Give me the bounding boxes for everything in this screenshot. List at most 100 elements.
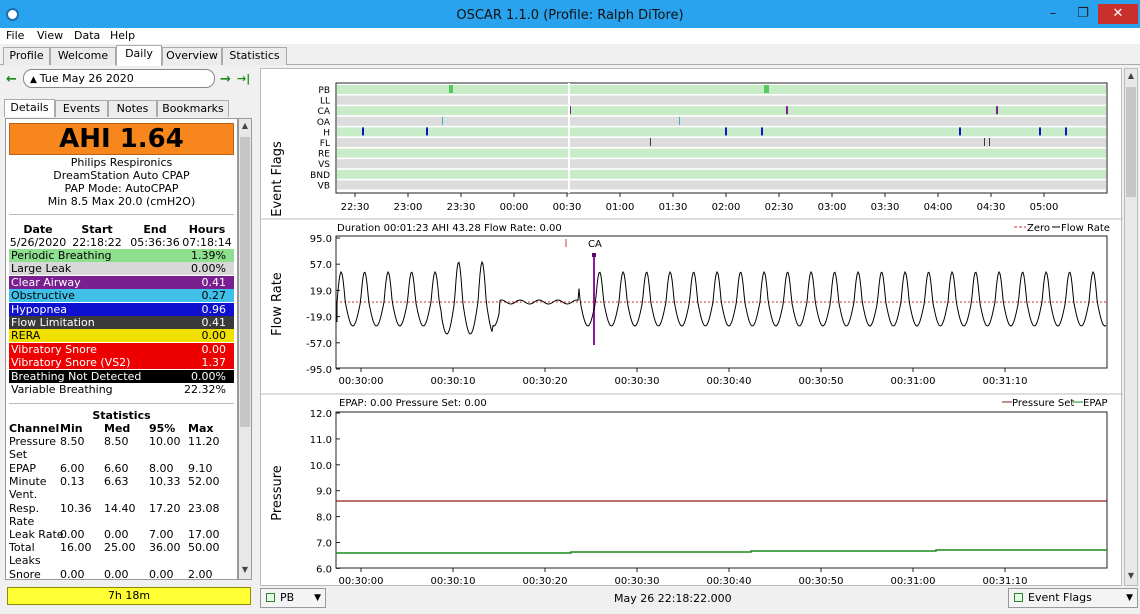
- divider: [9, 214, 234, 215]
- prev-day-arrow-icon[interactable]: ←: [6, 72, 17, 87]
- event-flag-row: [337, 159, 1106, 169]
- close-button[interactable]: ✕: [1098, 4, 1138, 24]
- stat-channel-label: Snore: [9, 568, 41, 580]
- flow-rate-time-axis: 00:30:00 00:30:10 00:30:20 00:30:30 00:30:40…: [339, 368, 1027, 387]
- event-row: Vibratory Snore (VS2) 1.37: [9, 356, 234, 370]
- stat-value: 17.20: [149, 501, 181, 515]
- legend-pressure-set: Pressure Set: [1012, 398, 1074, 409]
- ca-event-marker-head: [592, 253, 596, 257]
- y-tick-label: 7.0: [316, 539, 332, 550]
- time-tick-label: 00:30:30: [615, 576, 660, 587]
- event-row: Hypopnea 0.96: [9, 302, 234, 316]
- event-value: 0.27: [201, 289, 227, 303]
- tab-details[interactable]: Details: [4, 99, 55, 117]
- event-flag-label: VS: [318, 160, 330, 170]
- details-scrollbar[interactable]: ▲ ▼: [238, 118, 252, 580]
- pressure-graph[interactable]: Pressure EPAP: 0.00 Pressure Set: 0.00 P…: [270, 398, 1108, 587]
- event-name: Large Leak: [11, 262, 72, 276]
- time-tick-label: 02:00: [712, 202, 741, 213]
- event-flag-mark: [984, 138, 985, 146]
- stat-value: 10.36: [60, 501, 92, 515]
- time-tick-label: 01:00: [606, 202, 635, 213]
- session-date: 5/26/2020: [9, 236, 67, 249]
- event-flags-ylabel: Event Flags: [270, 141, 285, 217]
- time-tick-label: 00:30:50: [799, 576, 844, 587]
- stat-header-channel: Channel: [9, 422, 60, 435]
- stat-value: 16.00: [60, 541, 92, 555]
- stat-value: 0.00: [60, 528, 85, 542]
- menu-help[interactable]: Help: [110, 29, 136, 42]
- time-tick-label: 04:00: [924, 202, 953, 213]
- legend-epap: EPAP: [1083, 398, 1108, 409]
- event-flag-mark: [989, 138, 990, 146]
- y-tick-label: 10.0: [310, 461, 332, 472]
- scroll-down-icon[interactable]: ▼: [241, 565, 249, 574]
- event-flag-row: [337, 138, 1106, 147]
- stat-channel-label: EPAP: [9, 461, 37, 475]
- pressure-y-axis: 12.0 11.0 10.0 9.0 8.0 7.0 6.0: [310, 409, 340, 575]
- graph-visibility-combo-value: Event Flags: [1028, 591, 1092, 604]
- event-type-combo[interactable]: PB ▼: [260, 588, 326, 608]
- menu-view[interactable]: View: [37, 29, 64, 42]
- time-tick-label: 00:30:50: [799, 376, 844, 387]
- event-flag-label: LL: [320, 97, 330, 107]
- tab-statistics[interactable]: Statistics: [222, 47, 287, 65]
- stat-value: 0.13: [60, 474, 85, 488]
- scrollbar-thumb[interactable]: [240, 137, 250, 427]
- pressure-time-axis: 00:30:00 00:30:10 00:30:20 00:30:30 00:30:40…: [339, 568, 1027, 587]
- side-tabs: Details Events Notes Bookmarks: [0, 99, 258, 117]
- tab-profile[interactable]: Profile: [3, 47, 50, 65]
- collapse-triangle-icon: ▲: [30, 75, 40, 85]
- stat-channel-label: Resp.: [9, 501, 40, 515]
- graph-area: Event Flags PB LL CA OA H FL RE VS BND VB 22:30 23…: [260, 68, 1123, 587]
- latest-day-icon[interactable]: →|: [237, 72, 251, 85]
- flow-rate-graph[interactable]: Flow Rate Duration 00:01:23 AHI 43.28 Fl…: [270, 223, 1110, 387]
- event-flags-time-axis: 22:30 23:00 23:30 00:00 00:30 01:00 01:30 02:00…: [341, 193, 1058, 213]
- tab-events[interactable]: Events: [55, 100, 108, 117]
- stat-channel-label: Leaks: [9, 554, 41, 568]
- tab-notes[interactable]: Notes: [108, 100, 157, 117]
- stat-value: 8.00: [149, 461, 174, 475]
- next-day-arrow-icon[interactable]: →: [220, 72, 231, 87]
- tab-overview[interactable]: Overview: [162, 47, 222, 65]
- stat-value: 8.50: [60, 435, 85, 448]
- maximize-button[interactable]: ❐: [1077, 6, 1089, 21]
- event-flag-mark: [442, 116, 443, 125]
- graph-scrollbar[interactable]: ▲ ▼: [1124, 68, 1138, 586]
- y-tick-label: 12.0: [310, 409, 332, 420]
- event-flag-mark: [764, 85, 769, 93]
- menu-data[interactable]: Data: [74, 29, 101, 42]
- event-flag-mark: [650, 138, 651, 146]
- chevron-down-icon: ▼: [1126, 593, 1133, 603]
- scroll-up-icon[interactable]: ▲: [1127, 71, 1135, 80]
- scroll-up-icon[interactable]: ▲: [241, 121, 249, 130]
- event-flag-mark: [362, 127, 364, 136]
- event-row: Large Leak 0.00%: [9, 262, 234, 276]
- event-flag-row: [337, 106, 1106, 116]
- date-navigation: ← ▲ Tue May 26 2020 → →|: [0, 67, 258, 91]
- stat-value: 25.00: [104, 541, 136, 555]
- event-flag-label: CA: [318, 107, 331, 117]
- time-tick-label: 00:30:20: [523, 576, 568, 587]
- session-header-end: End: [143, 223, 167, 236]
- graph-visibility-combo[interactable]: Event Flags ▼: [1008, 588, 1138, 608]
- tab-daily[interactable]: Daily: [116, 45, 162, 66]
- session-end: 05:36:36: [130, 236, 180, 249]
- menu-file[interactable]: File: [6, 29, 25, 42]
- y-tick-label: -95.0: [306, 365, 332, 376]
- main-tabs: Profile Welcome Daily Overview Statistic…: [0, 45, 1140, 66]
- scroll-down-icon[interactable]: ▼: [1127, 571, 1135, 580]
- event-row: Obstructive 0.27: [9, 289, 234, 303]
- stat-header-max: Max: [188, 422, 214, 435]
- minimize-button[interactable]: –: [1049, 6, 1057, 21]
- tab-bookmarks[interactable]: Bookmarks: [157, 100, 229, 117]
- event-value: 0.00: [201, 342, 227, 356]
- tab-welcome[interactable]: Welcome: [50, 47, 116, 65]
- date-picker[interactable]: ▲ Tue May 26 2020: [23, 69, 215, 88]
- scrollbar-thumb[interactable]: [1126, 87, 1136, 197]
- time-tick-label: 00:30:00: [339, 576, 384, 587]
- y-tick-label: 95.0: [310, 234, 332, 245]
- sleep-duration-bar: 7h 18m: [7, 587, 251, 605]
